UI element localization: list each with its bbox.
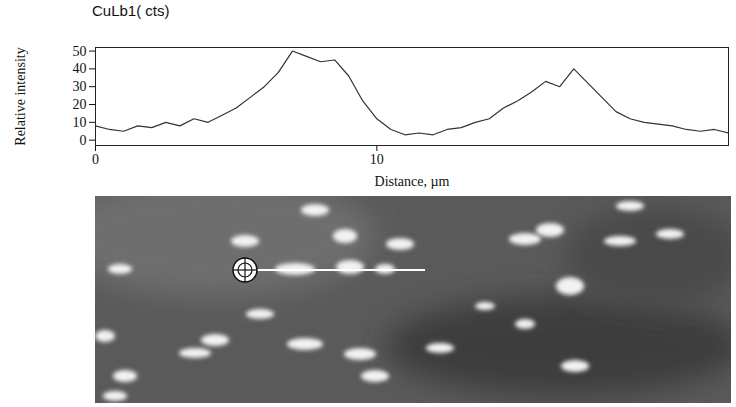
svg-text:Relative intensity: Relative intensity (13, 47, 28, 145)
html-text:CuLb1( cts): CuLb1( cts) (92, 2, 170, 19)
svg-text:0: 0 (80, 133, 87, 148)
svg-text:0: 0 (92, 152, 99, 167)
svg-text:30: 30 (73, 79, 87, 94)
svg-text:50: 50 (73, 44, 87, 59)
svg-text:40: 40 (73, 61, 87, 76)
svg-text:10: 10 (370, 152, 384, 167)
svg-text:Distance, µm: Distance, µm (375, 174, 450, 189)
svg-text:10: 10 (73, 115, 87, 130)
svg-text:20: 20 (73, 97, 87, 112)
